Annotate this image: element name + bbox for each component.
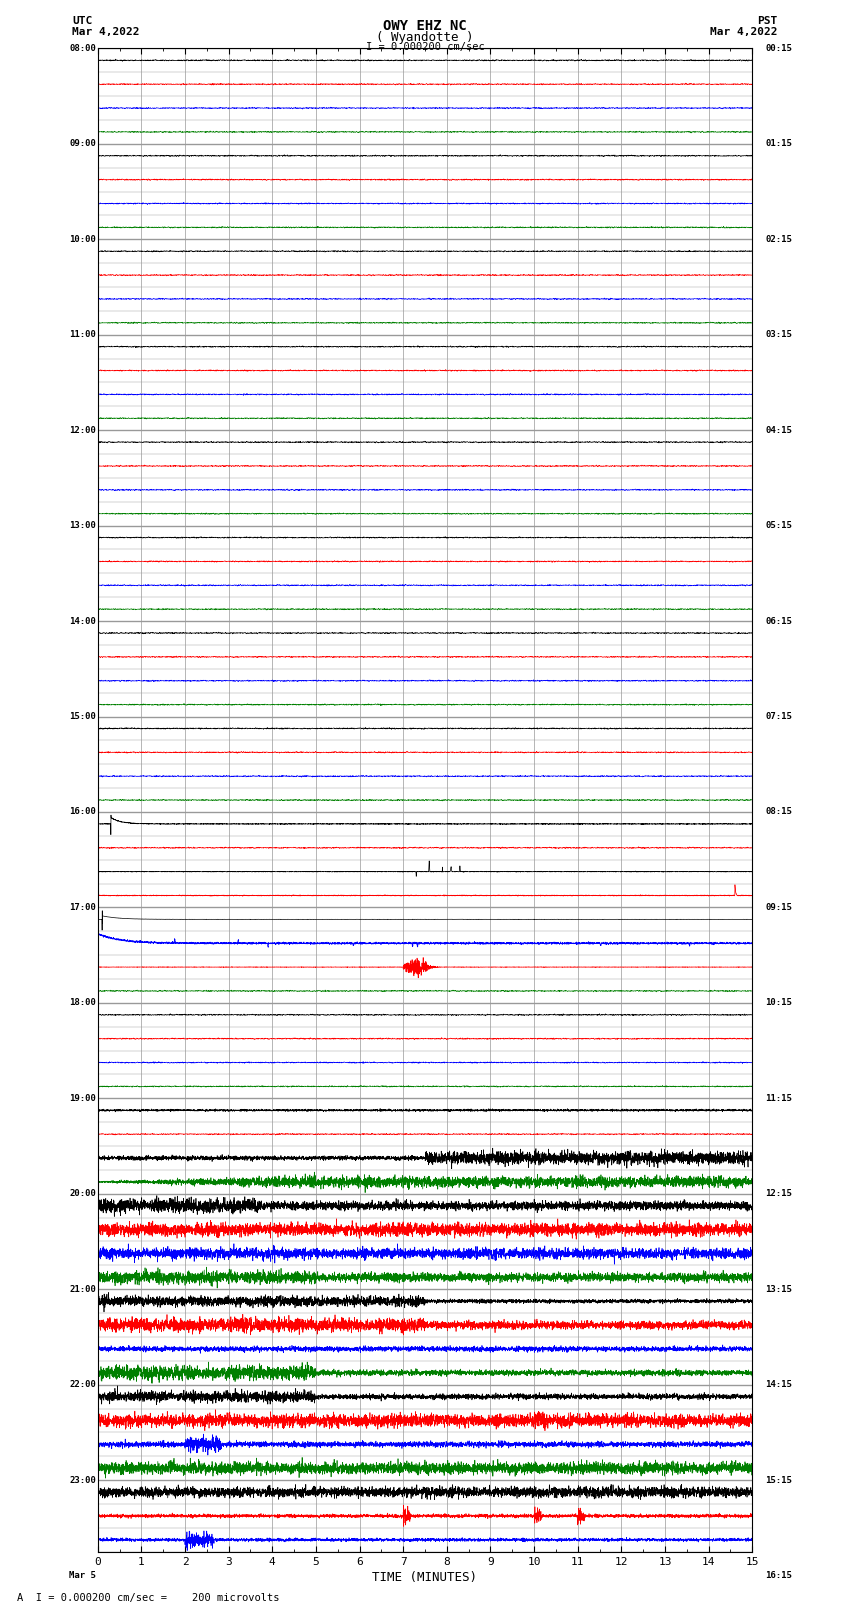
Text: 03:15: 03:15 [765, 331, 792, 339]
Text: 08:15: 08:15 [765, 808, 792, 816]
Text: 23:00: 23:00 [70, 1476, 96, 1484]
Text: 16:00: 16:00 [70, 808, 96, 816]
Text: ( Wyandotte ): ( Wyandotte ) [377, 31, 473, 44]
Text: PST: PST [757, 16, 778, 26]
Text: OWY EHZ NC: OWY EHZ NC [383, 19, 467, 34]
X-axis label: TIME (MINUTES): TIME (MINUTES) [372, 1571, 478, 1584]
Text: I = 0.000200 cm/sec: I = 0.000200 cm/sec [366, 42, 484, 52]
Text: 18:00: 18:00 [70, 998, 96, 1008]
Text: 17:00: 17:00 [70, 903, 96, 911]
Text: 11:15: 11:15 [765, 1094, 792, 1103]
Text: 21:00: 21:00 [70, 1284, 96, 1294]
Text: 19:00: 19:00 [70, 1094, 96, 1103]
Text: Mar 5: Mar 5 [70, 1571, 96, 1581]
Text: 04:15: 04:15 [765, 426, 792, 434]
Text: 16:15: 16:15 [765, 1571, 792, 1581]
Text: 01:15: 01:15 [765, 139, 792, 148]
Text: 13:00: 13:00 [70, 521, 96, 531]
Text: Mar 4,2022: Mar 4,2022 [72, 27, 139, 37]
Text: 06:15: 06:15 [765, 616, 792, 626]
Text: 08:00: 08:00 [70, 44, 96, 53]
Text: 15:00: 15:00 [70, 711, 96, 721]
Text: 13:15: 13:15 [765, 1284, 792, 1294]
Text: 22:00: 22:00 [70, 1381, 96, 1389]
Text: 10:00: 10:00 [70, 235, 96, 244]
Text: 12:15: 12:15 [765, 1189, 792, 1198]
Text: 15:15: 15:15 [765, 1476, 792, 1484]
Text: 09:00: 09:00 [70, 139, 96, 148]
Text: 09:15: 09:15 [765, 903, 792, 911]
Text: Mar 4,2022: Mar 4,2022 [711, 27, 778, 37]
Text: 02:15: 02:15 [765, 235, 792, 244]
Text: UTC: UTC [72, 16, 93, 26]
Text: 05:15: 05:15 [765, 521, 792, 531]
Text: 00:15: 00:15 [765, 44, 792, 53]
Text: 11:00: 11:00 [70, 331, 96, 339]
Text: 07:15: 07:15 [765, 711, 792, 721]
Text: 14:15: 14:15 [765, 1381, 792, 1389]
Text: 14:00: 14:00 [70, 616, 96, 626]
Text: A  I = 0.000200 cm/sec =    200 microvolts: A I = 0.000200 cm/sec = 200 microvolts [17, 1594, 280, 1603]
Text: 20:00: 20:00 [70, 1189, 96, 1198]
Text: 10:15: 10:15 [765, 998, 792, 1008]
Text: 12:00: 12:00 [70, 426, 96, 434]
